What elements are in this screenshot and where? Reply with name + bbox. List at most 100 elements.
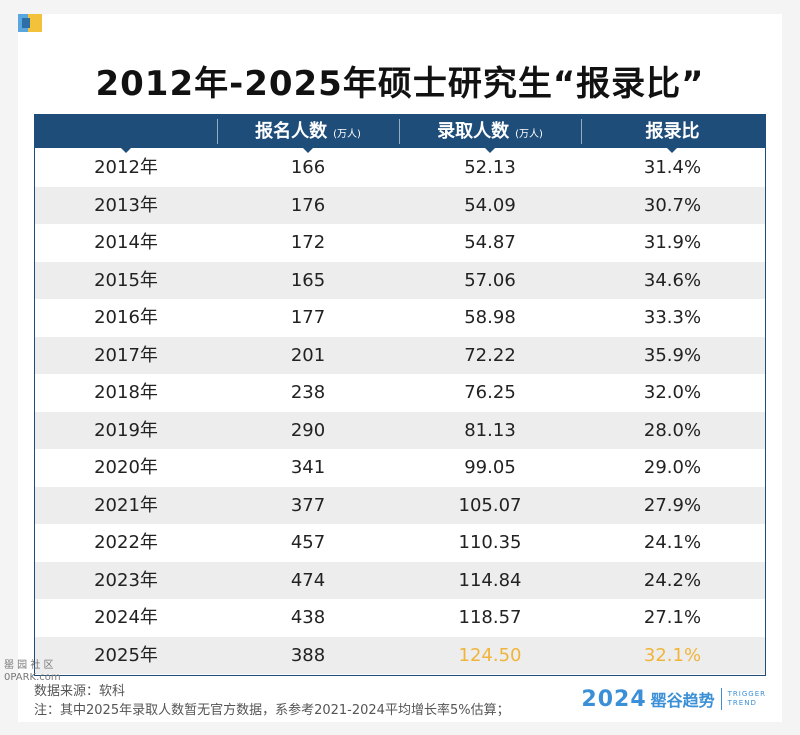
- applicants-cell: 177: [290, 307, 326, 328]
- ratio-cell: 27.1%: [643, 607, 702, 628]
- header-pointer-icon: [121, 148, 131, 153]
- table-header: 报名人数 (万人) 录取人数 (万人) 报录比: [35, 115, 765, 148]
- watermark: 罂 园 社 区 0PARK.com: [4, 660, 61, 684]
- watermark-line1: 罂 园 社 区: [4, 660, 54, 671]
- table-row: 2014年 172 54.87 31.9%: [35, 224, 765, 262]
- applicants-cell: 474: [290, 569, 326, 591]
- ratio-cell: 31.9%: [643, 232, 702, 253]
- ratio-cell: 34.6%: [643, 269, 702, 291]
- header-ratio: 报录比: [645, 121, 700, 142]
- year-cell: 2013年: [94, 194, 158, 216]
- year-cell: 2019年: [94, 419, 158, 441]
- admitted-cell: 114.84: [458, 569, 522, 591]
- admitted-cell: 105.07: [458, 494, 522, 516]
- admitted-cell: 99.05: [464, 457, 516, 478]
- table-row: 2023年 474 114.84 24.2%: [35, 561, 765, 599]
- applicants-cell: 172: [290, 232, 326, 253]
- ratio-cell: 29.0%: [643, 457, 702, 478]
- admitted-cell: 72.22: [464, 344, 516, 366]
- admitted-cell: 57.06: [464, 269, 516, 291]
- infographic-card: 2012年-2025年硕士研究生“报录比” 报名人数 (万人) 录取人数 (万人) …: [18, 14, 782, 722]
- admitted-cell: 118.57: [458, 607, 522, 628]
- applicants-cell: 166: [290, 157, 326, 178]
- admitted-cell-estimated: 124.50: [458, 644, 522, 666]
- page-title: 2012年-2025年硕士研究生“报录比”: [95, 64, 705, 104]
- header-pointer-icon: [485, 148, 495, 153]
- header-applicants: 报名人数 (万人): [217, 115, 399, 148]
- data-table: 报名人数 (万人) 录取人数 (万人) 报录比 2012年 166 52.13 31…: [34, 114, 766, 676]
- year-cell: 2024年: [94, 607, 158, 628]
- ratio-cell: 24.1%: [643, 532, 702, 553]
- year-cell: 2015年: [94, 269, 158, 291]
- corner-logo-icon: [18, 14, 42, 32]
- ratio-cell-estimated: 32.1%: [643, 644, 702, 666]
- header-admitted-label: 录取人数: [437, 121, 510, 142]
- table-row: 2021年 377 105.07 27.9%: [35, 486, 765, 524]
- brand-en-line2: TREND: [727, 699, 757, 707]
- header-admitted-unit: (万人): [515, 129, 543, 140]
- year-cell: 2025年: [94, 644, 158, 666]
- year-cell: 2012年: [94, 157, 158, 178]
- ratio-cell: 27.9%: [643, 494, 702, 516]
- applicants-cell: 341: [290, 457, 326, 478]
- brand-name: 罂谷趋势: [650, 691, 715, 710]
- ratio-cell: 28.0%: [643, 419, 702, 441]
- year-cell: 2017年: [94, 344, 158, 366]
- table-row: 2018年 238 76.25 32.0%: [35, 374, 765, 412]
- admitted-cell: 58.98: [464, 307, 516, 328]
- table-row: 2016年 177 58.98 33.3%: [35, 299, 765, 337]
- admitted-cell: 54.87: [464, 232, 516, 253]
- year-cell: 2016年: [94, 307, 158, 328]
- estimate-note: 注：其中2025年录取人数暂无官方数据，系参考2021-2024平均增长率5%估…: [34, 703, 510, 718]
- ratio-cell: 30.7%: [643, 194, 702, 216]
- ratio-cell: 24.2%: [643, 569, 702, 591]
- header-pointer-icon: [667, 148, 677, 153]
- header-applicants-unit: (万人): [333, 129, 361, 140]
- admitted-cell: 76.25: [464, 382, 516, 403]
- table-row: 2022年 457 110.35 24.1%: [35, 524, 765, 562]
- watermark-line2: 0PARK.com: [4, 672, 61, 683]
- admitted-cell: 54.09: [464, 194, 516, 216]
- year-cell: 2020年: [94, 457, 158, 478]
- applicants-cell: 377: [290, 494, 326, 516]
- admitted-cell: 110.35: [458, 532, 522, 553]
- table-row: 2017年 201 72.22 35.9%: [35, 336, 765, 374]
- brand-year: 2024: [581, 686, 647, 712]
- applicants-cell: 176: [290, 194, 326, 216]
- ratio-cell: 33.3%: [643, 307, 702, 328]
- year-cell: 2022年: [94, 532, 158, 553]
- brand-logo: 2024 罂谷趋势 TRIGGER TREND: [581, 686, 766, 712]
- applicants-cell: 290: [290, 419, 326, 441]
- footer-notes: 数据来源：软科 注：其中2025年录取人数暂无官方数据，系参考2021-2024…: [34, 682, 510, 720]
- ratio-cell: 31.4%: [643, 157, 702, 178]
- year-cell: 2018年: [94, 382, 158, 403]
- table-body: 2012年 166 52.13 31.4% 2013年 176 54.09 30…: [35, 149, 765, 674]
- brand-en: TRIGGER TREND: [728, 690, 766, 708]
- brand-en-line1: TRIGGER: [727, 690, 766, 698]
- source-note: 数据来源：软科: [34, 684, 126, 699]
- ratio-cell: 35.9%: [643, 344, 702, 366]
- admitted-cell: 81.13: [464, 419, 516, 441]
- applicants-cell: 165: [290, 269, 326, 291]
- table-row: 2012年 166 52.13 31.4%: [35, 149, 765, 187]
- year-cell: 2021年: [94, 494, 158, 516]
- year-cell: 2014年: [94, 232, 158, 253]
- header-applicants-label: 报名人数: [255, 121, 328, 142]
- table-row: 2015年 165 57.06 34.6%: [35, 261, 765, 299]
- ratio-cell: 32.0%: [643, 382, 702, 403]
- table-row: 2020年 341 99.05 29.0%: [35, 449, 765, 487]
- applicants-cell: 438: [290, 607, 326, 628]
- table-row: 2025年 388 124.50 32.1%: [35, 636, 765, 674]
- admitted-cell: 52.13: [464, 157, 516, 178]
- table-row: 2024年 438 118.57 27.1%: [35, 599, 765, 637]
- header-pointer-icon: [303, 148, 313, 153]
- table-row: 2019年 290 81.13 28.0%: [35, 411, 765, 449]
- header-year: [35, 115, 217, 148]
- applicants-cell: 201: [290, 344, 326, 366]
- applicants-cell: 238: [290, 382, 326, 403]
- year-cell: 2023年: [94, 569, 158, 591]
- header-admitted: 录取人数 (万人): [399, 115, 581, 148]
- applicants-cell: 457: [290, 532, 326, 553]
- table-row: 2013年 176 54.09 30.7%: [35, 186, 765, 224]
- applicants-cell: 388: [290, 644, 326, 666]
